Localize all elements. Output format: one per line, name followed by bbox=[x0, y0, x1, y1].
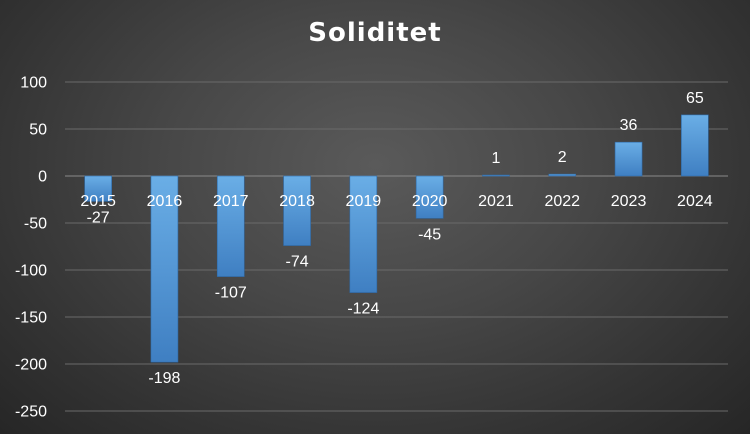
x-tick-label: 2023 bbox=[611, 193, 647, 210]
data-label: -198 bbox=[148, 370, 180, 387]
bar-2018 bbox=[283, 175, 311, 246]
data-label: 65 bbox=[686, 90, 704, 107]
x-tick-label: 2016 bbox=[147, 193, 183, 210]
data-label: 1 bbox=[491, 150, 500, 167]
bar-2016 bbox=[150, 175, 179, 363]
y-tick-label: -50 bbox=[24, 216, 47, 233]
y-tick-label: -250 bbox=[15, 404, 47, 421]
data-label: 36 bbox=[620, 117, 638, 134]
y-tick-label: -100 bbox=[15, 263, 47, 280]
bars bbox=[84, 114, 709, 363]
data-label: -107 bbox=[215, 285, 247, 302]
y-tick-label: -150 bbox=[15, 310, 47, 327]
bar-2021 bbox=[482, 174, 510, 177]
data-labels: -27 -198 -107 -74 -124 -45 1 2 36 65 bbox=[87, 90, 704, 387]
x-tick-label: 2024 bbox=[677, 193, 713, 210]
data-label: 2 bbox=[558, 149, 567, 166]
bar-2022 bbox=[548, 173, 577, 177]
bar-2019 bbox=[349, 175, 378, 293]
data-label: -74 bbox=[285, 254, 308, 271]
y-axis-ticks: 100 50 0 -50 -100 -150 -200 -250 bbox=[15, 75, 47, 421]
x-tick-label: 2019 bbox=[346, 193, 382, 210]
x-tick-label: 2020 bbox=[412, 193, 448, 210]
bar-2023 bbox=[614, 141, 643, 177]
data-label: -124 bbox=[347, 301, 379, 318]
x-tick-label: 2015 bbox=[80, 193, 116, 210]
bar-2024 bbox=[681, 114, 709, 177]
chart-title: Soliditet bbox=[308, 18, 442, 48]
y-tick-label: 0 bbox=[38, 169, 47, 186]
bar-2017 bbox=[216, 175, 245, 277]
x-axis-ticks: 2015 2016 2017 2018 2019 2020 2021 2022 2023 2024 bbox=[80, 193, 712, 210]
bar-2020 bbox=[415, 175, 444, 219]
x-tick-label: 2017 bbox=[213, 193, 249, 210]
data-label: -27 bbox=[87, 209, 110, 226]
data-label: -45 bbox=[418, 226, 441, 243]
x-tick-label: 2018 bbox=[279, 193, 315, 210]
y-tick-label: 100 bbox=[20, 75, 47, 92]
y-tick-label: -200 bbox=[15, 357, 47, 374]
bar-2015 bbox=[84, 175, 112, 202]
x-tick-label: 2021 bbox=[478, 193, 514, 210]
x-tick-label: 2022 bbox=[544, 193, 580, 210]
y-tick-label: 50 bbox=[29, 122, 47, 139]
